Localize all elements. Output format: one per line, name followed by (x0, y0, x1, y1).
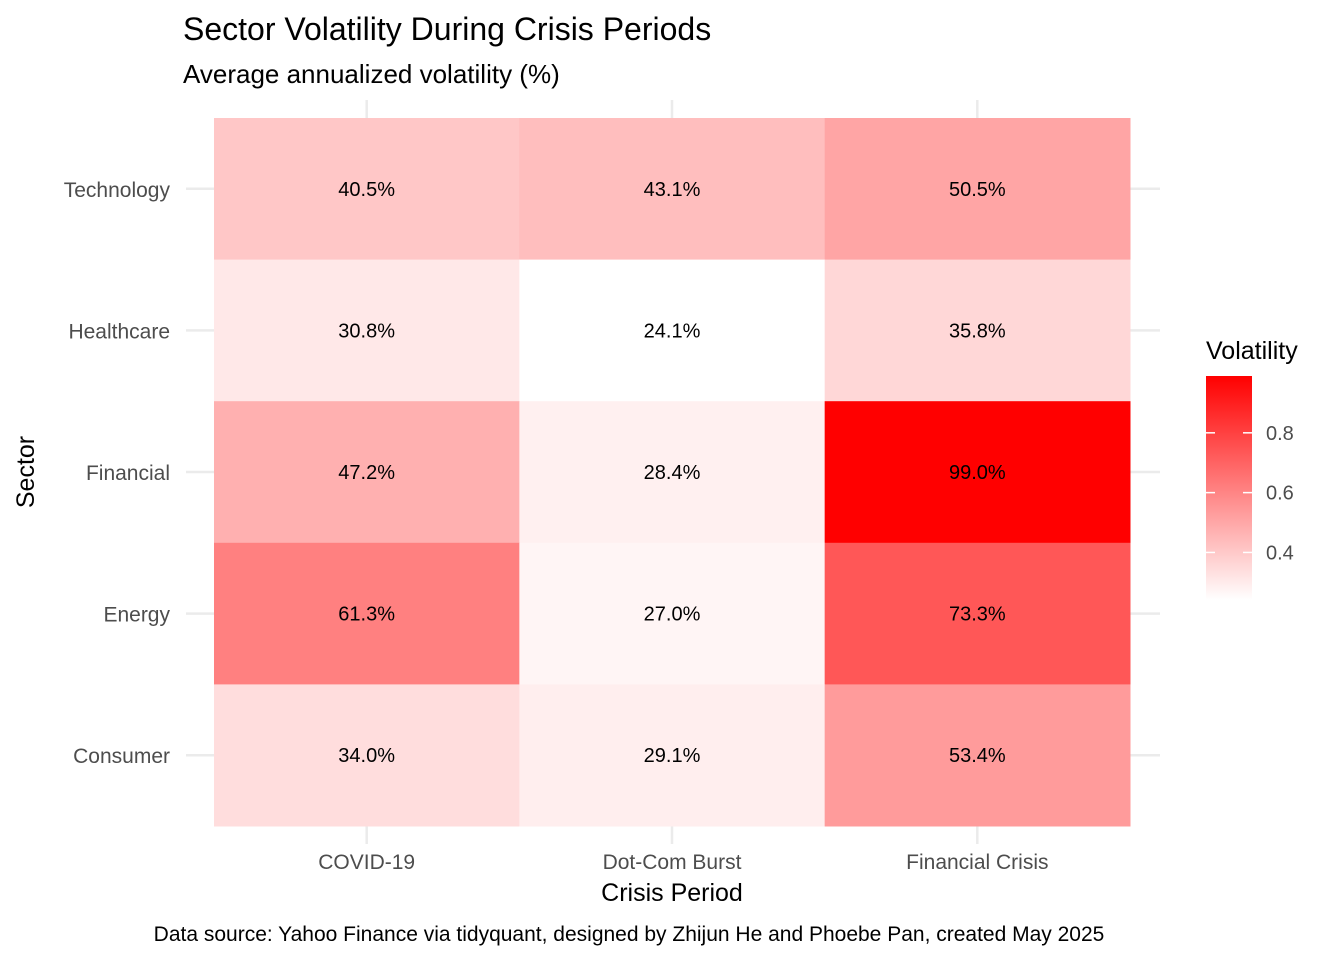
legend-tick-label: 0.4 (1266, 542, 1294, 564)
cell-value-label: 53.4% (949, 745, 1006, 767)
legend-title: Volatility (1206, 337, 1298, 365)
heatmap-cell (214, 542, 520, 685)
y-tick-label: Financial (86, 462, 170, 485)
legend-tick-label: 0.6 (1266, 483, 1294, 505)
heatmap-cell (824, 542, 1131, 685)
y-tick-label: Technology (64, 179, 171, 202)
cell-value-label: 61.3% (338, 604, 395, 626)
x-axis-ticks: COVID-19 Dot-Com Burst Financial Crisis (318, 851, 1048, 874)
cell-value-label: 29.1% (644, 745, 701, 767)
heatmap-cell (824, 401, 1131, 544)
cell-value-label: 47.2% (338, 462, 395, 484)
heatmap-cell (824, 684, 1131, 827)
cell-value-label: 73.3% (949, 604, 1006, 626)
heatmap-cell (519, 401, 826, 544)
y-axis-ticks: Technology Healthcare Financial Energy Consu… (64, 179, 171, 768)
chart-title: Sector Volatility During Crisis Periods (183, 11, 711, 47)
cell-value-label: 99.0% (949, 462, 1006, 484)
heatmap-cell (824, 118, 1131, 261)
cell-value-label: 27.0% (644, 604, 701, 626)
heatmap-cell (519, 259, 826, 402)
legend-ticks: 0.4 0.6 0.8 (1206, 423, 1294, 564)
x-tick-label: Financial Crisis (906, 851, 1048, 874)
heatmap-cell (519, 684, 826, 827)
x-axis-title: Crisis Period (601, 879, 743, 907)
heatmap-cell (214, 118, 520, 261)
cell-value-label: 28.4% (644, 462, 701, 484)
cell-value-label: 40.5% (338, 179, 395, 201)
y-tick-label: Consumer (73, 745, 170, 768)
cell-value-label: 34.0% (338, 745, 395, 767)
chart-subtitle: Average annualized volatility (%) (183, 59, 560, 89)
legend-colorbar (1206, 376, 1252, 600)
chart-caption: Data source: Yahoo Finance via tidyquant… (154, 923, 1105, 946)
y-tick-label: Healthcare (68, 320, 170, 343)
heatmap-cell (214, 401, 520, 544)
legend-tick-label: 0.8 (1266, 423, 1294, 445)
cell-value-label: 35.8% (949, 320, 1006, 342)
cell-value-label: 24.1% (644, 320, 701, 342)
cell-value-label: 43.1% (644, 179, 701, 201)
heatmap-cell (824, 259, 1131, 402)
x-tick-label: Dot-Com Burst (603, 851, 742, 874)
cell-value-label: 30.8% (338, 320, 395, 342)
y-axis-title: Sector (12, 436, 40, 508)
heatmap-cells (214, 118, 1131, 827)
cell-value-label: 50.5% (949, 179, 1006, 201)
cell-labels: 40.5% 43.1% 50.5% 30.8% 24.1% 35.8% 47.2% 28.4%… (338, 179, 1006, 767)
heatmap-cell (214, 259, 520, 402)
heatmap-cell (214, 684, 520, 827)
y-tick-label: Energy (103, 604, 170, 627)
heatmap-cell (519, 118, 826, 261)
x-tick-label: COVID-19 (318, 851, 415, 874)
heatmap-cell (519, 542, 826, 685)
